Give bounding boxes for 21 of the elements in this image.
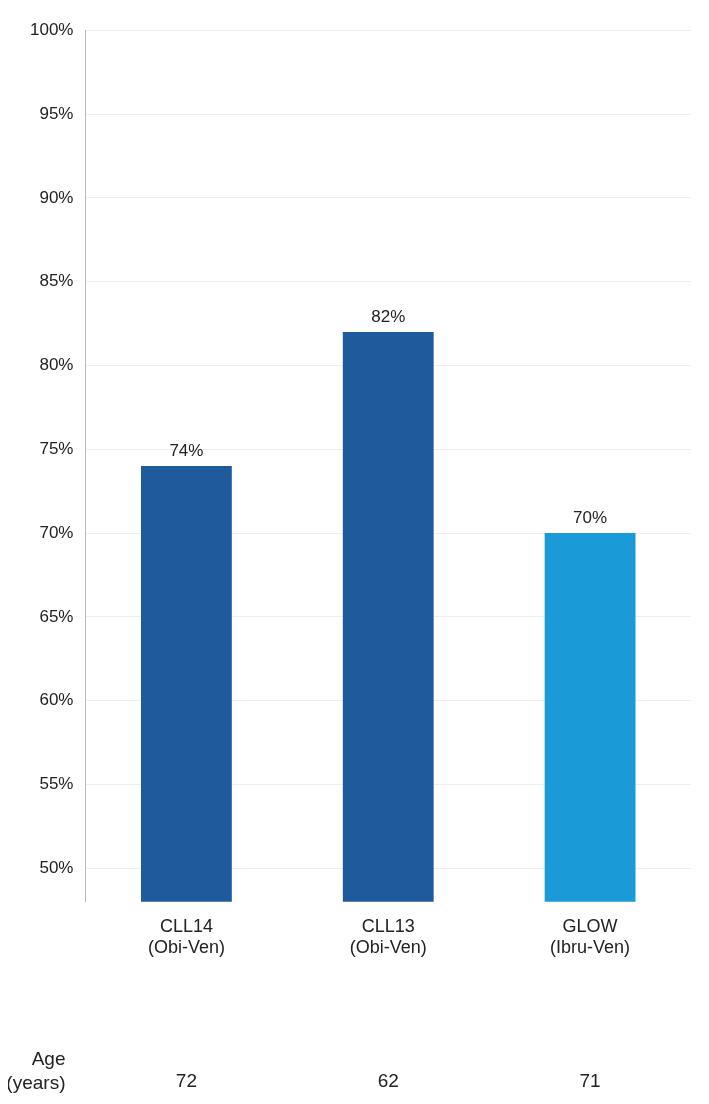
text: 71 xyxy=(579,1070,601,1092)
y-tick-label: 100% xyxy=(30,19,74,39)
y-tick-label: 80% xyxy=(39,355,74,375)
text: Age (years) xyxy=(6,1048,66,1094)
x-tick-label: CLL13 (Obi-Ven) xyxy=(349,915,427,958)
x-tick-label: GLOW (Ibru-Ven) xyxy=(550,915,631,958)
y-tick-label: 55% xyxy=(39,774,74,794)
y-tick-label: 85% xyxy=(39,271,74,291)
y-tick-label: 95% xyxy=(39,103,74,123)
y-tick-label: 65% xyxy=(39,606,74,626)
text: 62 xyxy=(377,1070,399,1092)
y-tick-label: 90% xyxy=(39,187,74,207)
x-tick-label: CLL14 (Obi-Ven) xyxy=(147,915,225,958)
y-tick-label: 50% xyxy=(39,857,74,877)
text: 72 xyxy=(175,1070,197,1092)
y-tick-label: 70% xyxy=(39,522,74,542)
data-label: 70% xyxy=(573,508,608,528)
y-tick-label: 75% xyxy=(39,438,74,458)
data-label: 82% xyxy=(371,307,406,327)
data-label: 74% xyxy=(169,441,204,461)
y-tick-label: 60% xyxy=(39,690,74,710)
